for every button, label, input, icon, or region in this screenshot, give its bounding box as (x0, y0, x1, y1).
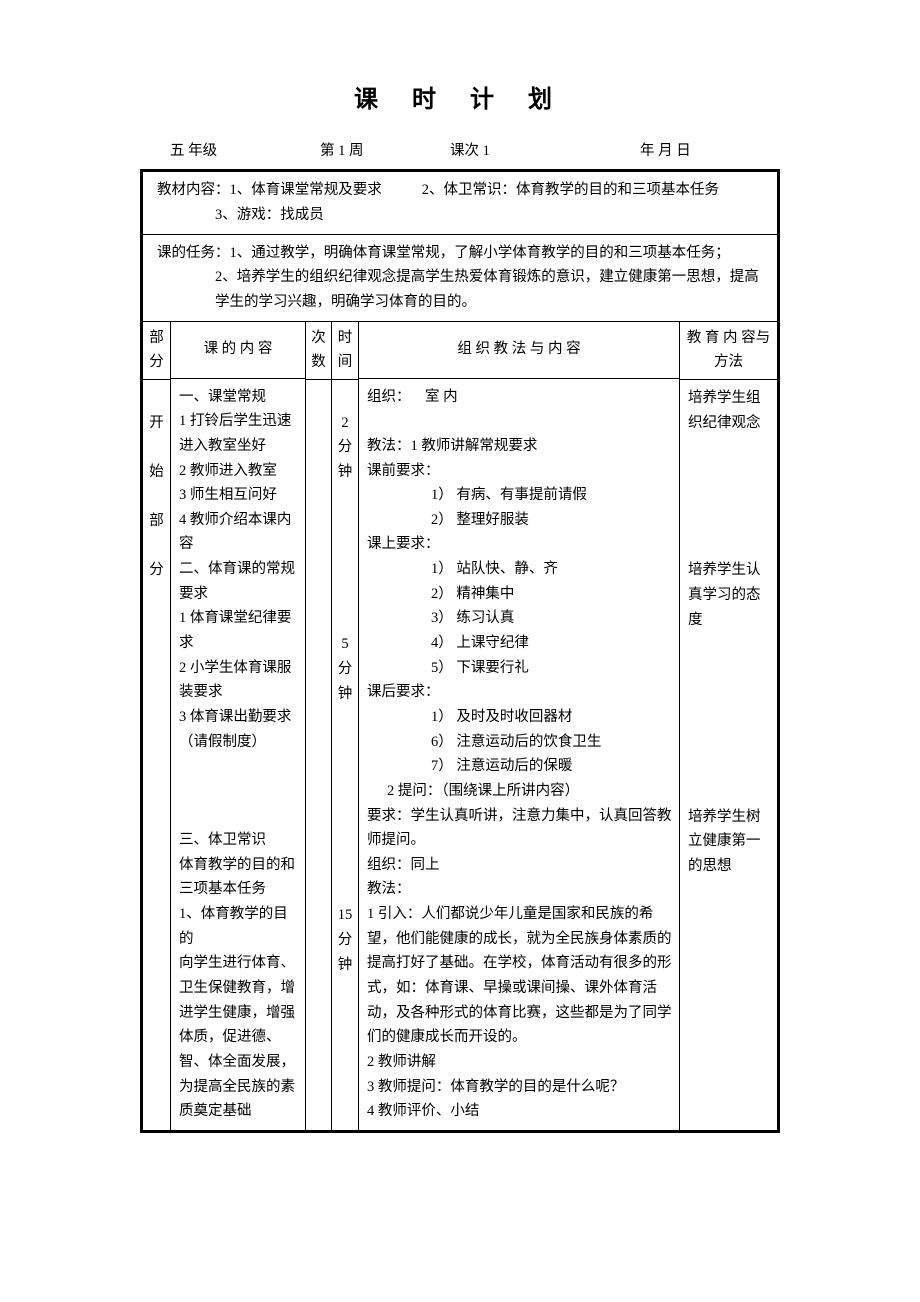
task-label: 课的任务： (157, 245, 230, 261)
edu-1: 培养学生组织纪律观念 (688, 386, 771, 435)
post-1: 1） 及时及时收回器材 (367, 705, 673, 730)
header-time: 时间 (332, 322, 358, 380)
session: 课次 1 (450, 139, 640, 164)
task-item2: 2、培养学生的组织纪律观念提高学生热爱体育锻炼的意识，建立健康第一思想，提高学生… (157, 265, 767, 314)
time-2: 2 (334, 411, 356, 436)
time-fen1: 分 (334, 435, 356, 460)
header-edu: 教 育 内 容与方法 (680, 322, 777, 380)
col-method: 组 织 教 法 与 内 容 组织： 室 内 教法：1 教师讲解常规要求 课前要求… (359, 322, 680, 1130)
in-label: 课上要求： (367, 532, 673, 557)
org-val: 室 内 (425, 389, 458, 405)
time-fen2: 分 (334, 657, 356, 682)
method-1: 教法：1 教师讲解常规要求 (367, 434, 673, 459)
sec2-2: 2 小学生体育课服装要求 (179, 656, 299, 705)
material-label: 教材内容： (157, 182, 230, 198)
pre-label: 课前要求： (367, 459, 673, 484)
in-5: 5） 下课要行礼 (367, 656, 673, 681)
q-req: 要求：学生认真听讲，注意力集中，认真回答教师提问。 (367, 804, 673, 853)
time-fen3: 分 (334, 928, 356, 953)
material-cell: 教材内容：1、体育课堂常规及要求 2、体卫常识：体育教学的目的和三项基本任务 3… (143, 172, 777, 234)
meta-line: 五 年级 第 1 周 课次 1 年 月 日 (140, 139, 780, 164)
task-cell: 课的任务：1、通过教学，明确体育课堂常规，了解小学体育教学的目的和三项基本任务；… (143, 235, 777, 322)
edu-2: 培养学生认真学习的态度 (688, 558, 771, 632)
in-2: 2） 精神集中 (367, 582, 673, 607)
in-4: 4） 上课守纪律 (367, 631, 673, 656)
m2-4: 4 教师评价、小结 (367, 1099, 673, 1124)
time-zhong1: 钟 (334, 460, 356, 485)
post-3: 7） 注意运动后的保暖 (367, 754, 673, 779)
sec3-1: 1、体育教学的目的 (179, 902, 299, 951)
q-1: 2 提问：（围绕课上所讲内容） (367, 779, 673, 804)
part-bu: 部 (145, 509, 168, 534)
time-5: 5 (334, 632, 356, 657)
time-zhong2: 钟 (334, 682, 356, 707)
grade: 五 年级 (170, 139, 320, 164)
m2-3: 3 教师提问：体育教学的目的是什么呢？ (367, 1075, 673, 1100)
date: 年 月 日 (640, 139, 691, 164)
sec3-body: 向学生进行体育、卫生保健教育，增进学生健康，增强体质，促进德、智、体全面发展，为… (179, 951, 299, 1123)
part-shi: 始 (145, 460, 168, 485)
m2-2: 2 教师讲解 (367, 1050, 673, 1075)
sec1-4: 4 教师介绍本课内容 (179, 508, 299, 557)
time-zhong3: 钟 (334, 953, 356, 978)
col-count: 次数 (306, 322, 332, 1130)
col-time: 时间 2 分 钟 5 分 钟 15 分 钟 (332, 322, 359, 1130)
sec2-1: 1 体育课堂纪律要求 (179, 606, 299, 655)
material-item2: 2、体卫常识：体育教学的目的和三项基本任务 (422, 178, 719, 203)
in-1: 1） 站队快、静、齐 (367, 557, 673, 582)
doc-title: 课 时 计 划 (140, 80, 780, 121)
sec1-1: 1 打铃后学生迅速进入教室坐好 (179, 409, 299, 458)
post-label: 课后要求： (367, 680, 673, 705)
col-content: 课 的 内 容 一、课堂常规 1 打铃后学生迅速进入教室坐好 2 教师进入教室 … (171, 322, 306, 1130)
main-table: 部分 开 始 部 分 课 的 内 容 一、课堂常规 1 打铃后学生迅速进入教室坐… (143, 322, 777, 1130)
in-3: 3） 练习认真 (367, 606, 673, 631)
material-item3: 3、游戏：找成员 (157, 203, 767, 228)
part-label-cell: 开 始 部 分 (143, 380, 170, 589)
week: 第 1 周 (320, 139, 450, 164)
org-label: 组织： (367, 385, 411, 410)
header-method: 组 织 教 法 与 内 容 (359, 322, 679, 379)
sec1-2: 2 教师进入教室 (179, 459, 299, 484)
time-15: 15 (334, 903, 356, 928)
col-part: 部分 开 始 部 分 (143, 322, 171, 1130)
sec2-title: 二、体育课的常规要求 (179, 557, 299, 606)
header-count: 次数 (306, 322, 331, 380)
method-2: 教法： (367, 877, 673, 902)
part-fen: 分 (145, 558, 168, 583)
header-content: 课 的 内 容 (171, 322, 305, 379)
sec1-title: 一、课堂常规 (179, 385, 299, 410)
lesson-plan-table: 教材内容：1、体育课堂常规及要求 2、体卫常识：体育教学的目的和三项基本任务 3… (140, 169, 780, 1132)
pre-2: 2） 整理好服装 (367, 508, 673, 533)
pre-1: 1） 有病、有事提前请假 (367, 483, 673, 508)
material-item1: 1、体育课堂常规及要求 (230, 182, 382, 198)
edu-3: 培养学生树立健康第一的思想 (688, 805, 771, 879)
part-start: 开 (145, 411, 168, 436)
col-edu: 教 育 内 容与方法 培养学生组织纪律观念 培养学生认真学习的态度 培养学生树立… (680, 322, 777, 1130)
sec3-sub: 体育教学的目的和三项基本任务 (179, 853, 299, 902)
sec2-3: 3 体育课出勤要求（请假制度） (179, 705, 299, 754)
org-2: 组织：同上 (367, 853, 673, 878)
sec1-3: 3 师生相互问好 (179, 483, 299, 508)
task-item1: 1、通过教学，明确体育课堂常规，了解小学体育教学的目的和三项基本任务； (230, 245, 730, 261)
post-2: 6） 注意运动后的饮食卫生 (367, 730, 673, 755)
header-part: 部分 (143, 322, 170, 380)
intro: 1 引入：人们都说少年儿童是国家和民族的希望，他们能健康的成长，就为全民族身体素… (367, 902, 673, 1050)
sec3-title: 三、体卫常识 (179, 828, 299, 853)
